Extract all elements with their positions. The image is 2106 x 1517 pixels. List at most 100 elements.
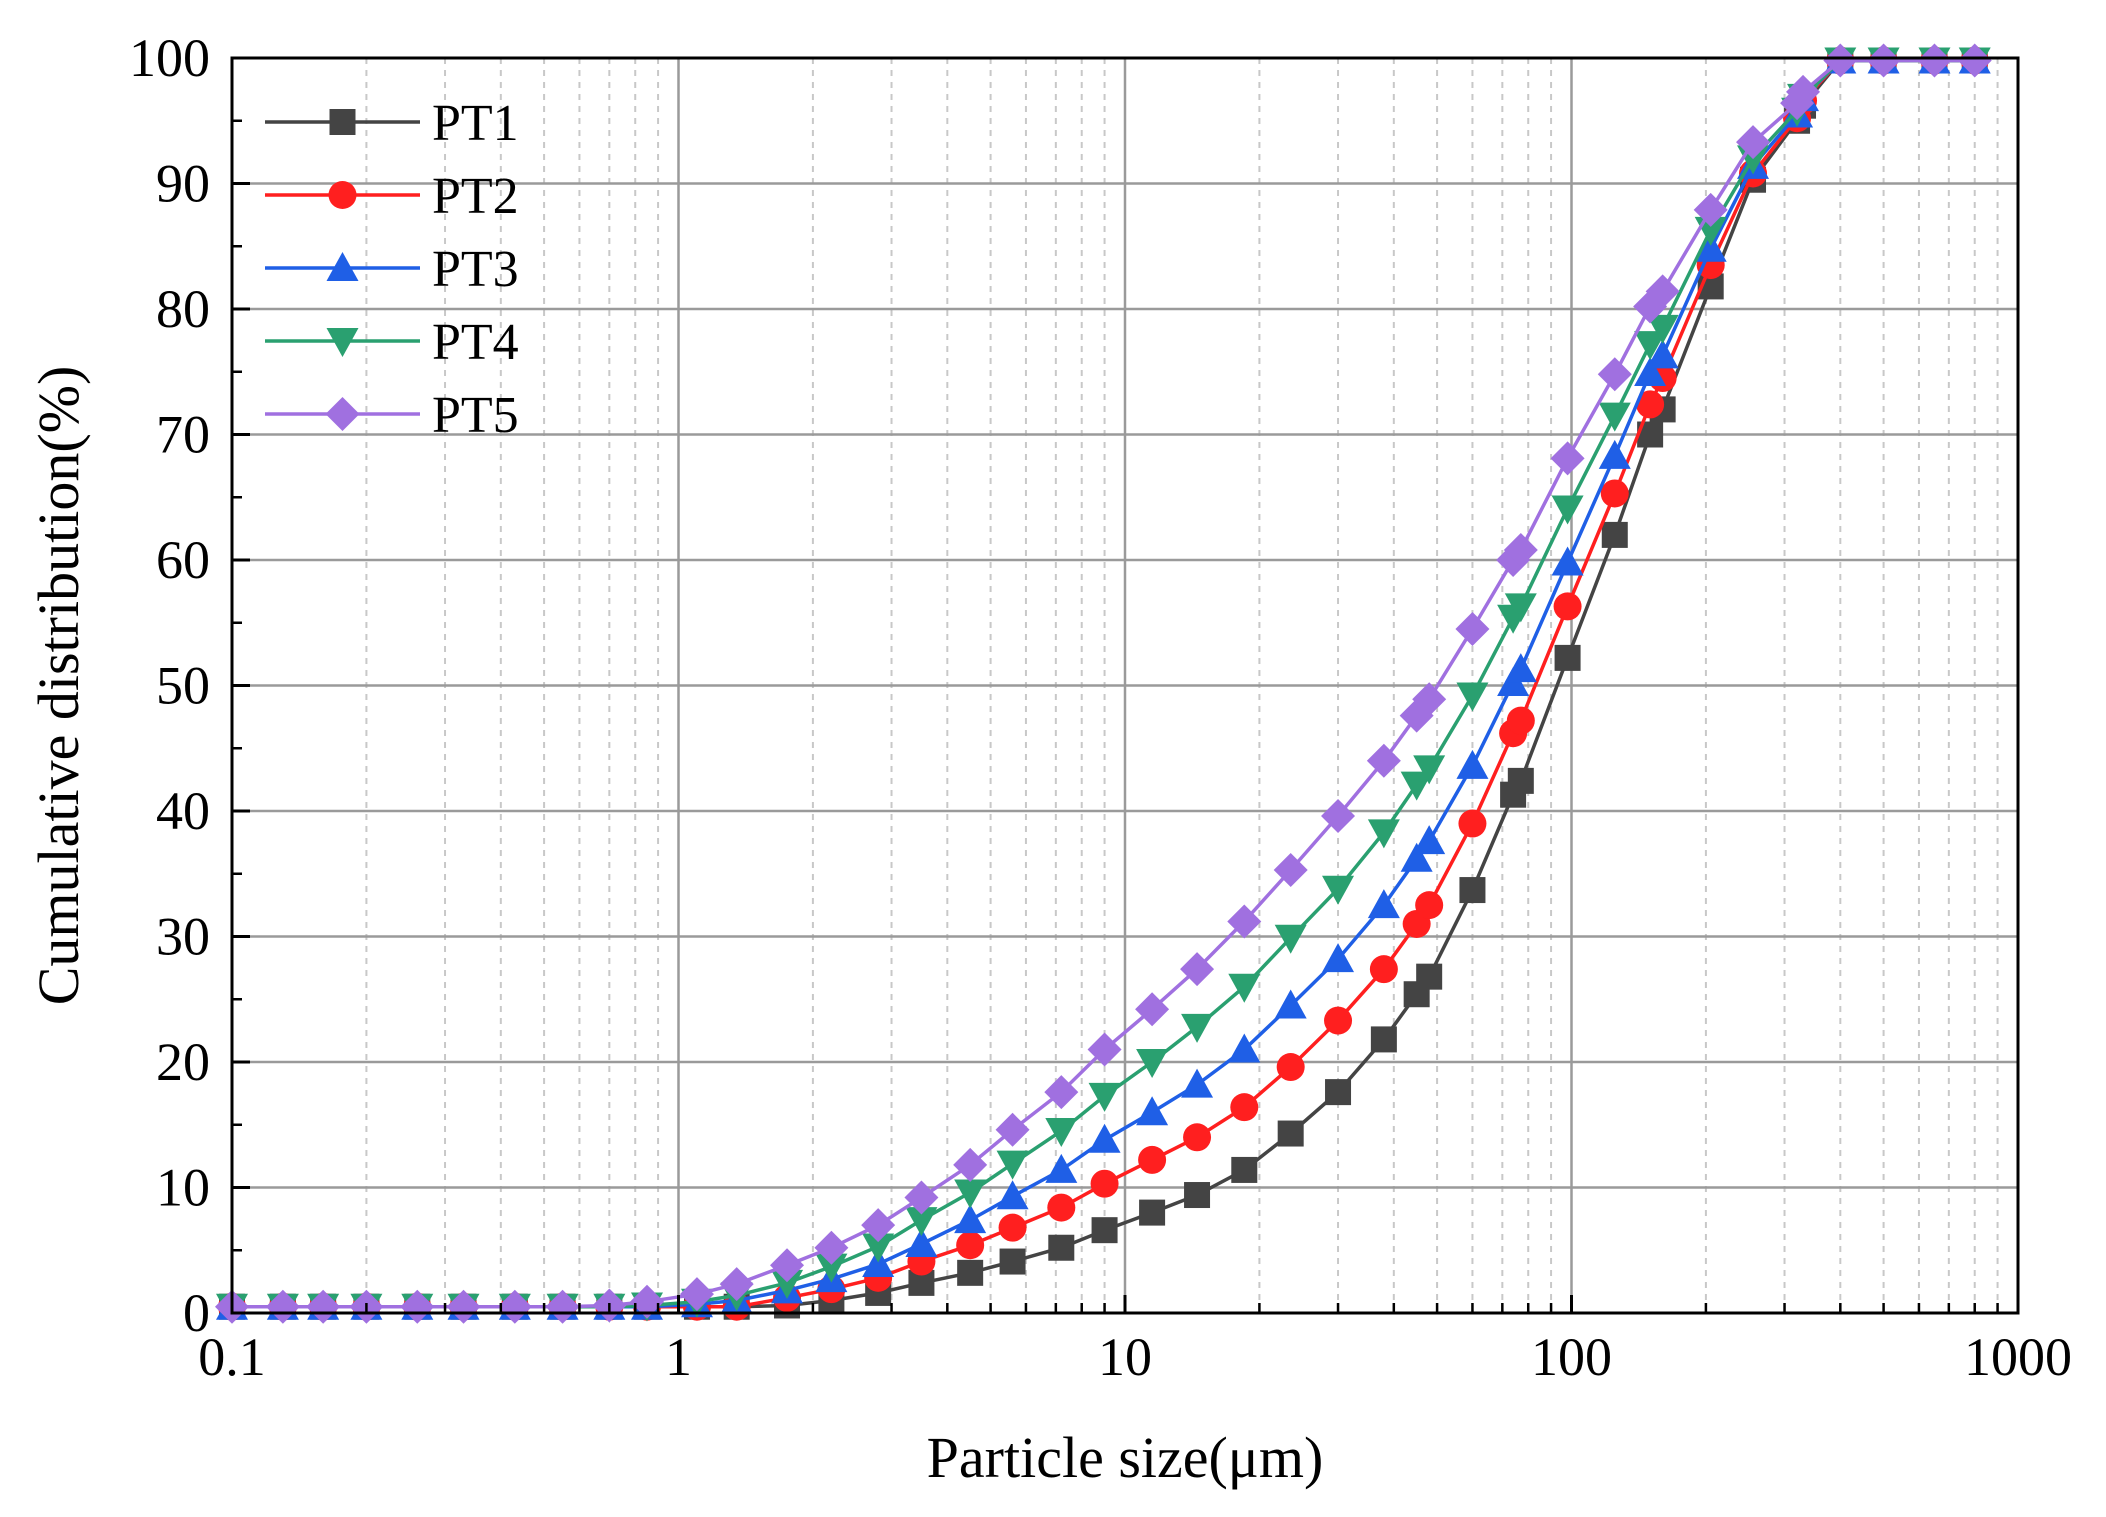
- data-point-pt4: [1136, 1049, 1169, 1078]
- data-point-pt2: [1276, 1053, 1305, 1082]
- data-point-pt5: [446, 1289, 481, 1324]
- data-point-pt3: [1400, 842, 1433, 872]
- data-point-pt5: [1736, 125, 1771, 160]
- tick-layer: 0.1 1 10 100 1000 0 10 20 30 40 50 60 70 80 90 100: [129, 28, 2072, 1387]
- data-point-pt5: [545, 1289, 580, 1324]
- data-point-pt2: [1636, 390, 1665, 419]
- data-point-pt3: [1274, 989, 1307, 1019]
- data-point-pt5: [1455, 612, 1490, 647]
- data-point-pt5: [265, 1289, 300, 1324]
- legend-marker-pt4: [326, 328, 359, 357]
- data-point-pt4: [1400, 771, 1433, 801]
- data-point-pt5: [995, 1112, 1030, 1147]
- data-point-pt1: [1416, 963, 1443, 990]
- y-tick-label: 90: [156, 154, 210, 214]
- data-point-pt5: [1645, 274, 1680, 309]
- data-point-pt5: [306, 1289, 341, 1324]
- x-axis-title: Particle size(μm): [927, 1425, 1324, 1490]
- data-point-pt5: [629, 1284, 664, 1319]
- data-point-pt2: [1458, 809, 1487, 838]
- data-point-pt3: [954, 1204, 987, 1234]
- data-point-pt3: [862, 1248, 895, 1278]
- data-point-pt1: [1370, 1026, 1397, 1053]
- data-point-pt3: [1045, 1153, 1078, 1183]
- x-tick-label: 0.1: [198, 1327, 266, 1387]
- y-tick-label: 20: [156, 1032, 210, 1092]
- data-point-pt5: [679, 1277, 714, 1312]
- data-point-pt4: [1551, 495, 1584, 525]
- data-point-pt3: [1551, 546, 1584, 576]
- data-point-pt5: [1087, 1032, 1122, 1067]
- legend-marker-pt1: [329, 109, 356, 135]
- data-point-pt3: [996, 1180, 1029, 1210]
- data-point-pt1: [1231, 1156, 1258, 1183]
- data-point-pt2: [1600, 479, 1629, 508]
- data-point-pt1: [1459, 877, 1486, 904]
- data-point-pt1: [1507, 767, 1534, 794]
- legend-label-pt1: PT1: [432, 95, 519, 152]
- data-point-pt4: [815, 1253, 848, 1283]
- data-point-pt1: [1139, 1199, 1166, 1226]
- legend: PT1 PT2 PT3 PT4 PT5: [265, 95, 519, 444]
- legend-label-pt4: PT4: [432, 314, 519, 371]
- data-point-pt1: [1325, 1079, 1352, 1106]
- x-tick-label: 1000: [1964, 1327, 2072, 1387]
- y-tick-label: 40: [156, 781, 210, 841]
- data-point-pt1: [957, 1259, 984, 1286]
- data-point-pt4: [1598, 402, 1631, 432]
- data-point-pt3: [1634, 357, 1667, 387]
- x-tick-label: 10: [1098, 1327, 1152, 1387]
- data-point-pt5: [1550, 441, 1585, 476]
- data-point-pt5: [1597, 357, 1632, 392]
- data-point-pt4: [905, 1207, 938, 1237]
- data-point-pt3: [1228, 1033, 1261, 1063]
- data-point-pt5: [904, 1180, 939, 1215]
- data-point-pt2: [1369, 955, 1398, 984]
- data-point-pt5: [1273, 852, 1308, 887]
- data-point-pt4: [1181, 1013, 1214, 1043]
- legend-label-pt5: PT5: [432, 387, 519, 444]
- data-point-pt3: [1181, 1068, 1214, 1098]
- data-point-pt5: [1917, 43, 1952, 78]
- data-point-pt4: [1228, 973, 1261, 1003]
- y-tick-label: 50: [156, 656, 210, 716]
- data-point-pt4: [771, 1269, 804, 1299]
- data-point-pt5: [1786, 74, 1821, 109]
- y-tick-label: 60: [156, 530, 210, 590]
- data-point-pt2: [1415, 891, 1444, 920]
- data-point-pt5: [1503, 532, 1538, 567]
- data-point-pt5: [1366, 743, 1401, 778]
- data-point-pt5: [1823, 43, 1858, 78]
- data-point-pt4: [1274, 924, 1307, 954]
- y-tick-label: 30: [156, 907, 210, 967]
- data-point-pt5: [1321, 799, 1356, 834]
- data-point-pt5: [770, 1248, 805, 1283]
- data-point-pt5: [1180, 952, 1215, 987]
- legend-entry-pt2: PT2: [265, 168, 519, 225]
- data-point-pt4: [1504, 593, 1537, 623]
- data-point-pt4: [1322, 875, 1355, 905]
- legend-label-pt2: PT2: [432, 168, 519, 225]
- grid-layer: [232, 58, 2018, 1313]
- data-point-pt1: [1277, 1120, 1304, 1147]
- y-tick-label: 0: [183, 1283, 210, 1343]
- data-point-pt4: [1088, 1082, 1121, 1112]
- data-point-pt2: [1183, 1123, 1212, 1152]
- legend-entry-pt1: PT1: [265, 95, 519, 152]
- legend-marker-pt3: [326, 252, 359, 281]
- data-point-pt5: [497, 1289, 532, 1324]
- data-point-pt3: [1367, 889, 1400, 919]
- data-point-pt3: [1456, 749, 1489, 779]
- data-point-pt3: [1088, 1123, 1121, 1153]
- data-point-pt1: [999, 1248, 1026, 1275]
- data-point-pt5: [1412, 682, 1447, 717]
- x-tick-label: 1: [665, 1327, 692, 1387]
- data-point-pt2: [998, 1213, 1027, 1242]
- data-point-pt5: [861, 1208, 896, 1243]
- data-point-pt5: [953, 1147, 988, 1182]
- data-point-pt3: [1136, 1096, 1169, 1126]
- data-point-pt5: [719, 1267, 754, 1302]
- data-point-pt4: [1456, 682, 1489, 712]
